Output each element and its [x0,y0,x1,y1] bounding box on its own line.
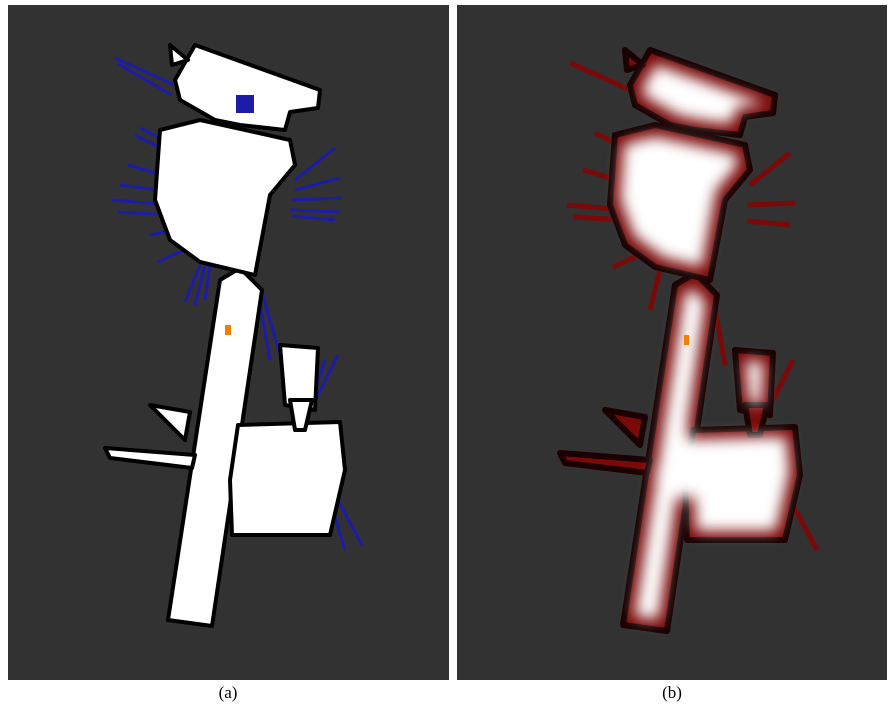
panel-b [457,5,887,680]
caption: (b) [662,683,682,702]
panel-a [8,5,449,680]
obstacle-region [236,95,254,113]
page: (a) (b) (() => { const data = JSON.parse… [0,0,891,715]
robot [225,325,231,335]
caption: (a) [219,683,238,702]
figure: (a) (b) [0,0,891,715]
robot [684,335,689,345]
